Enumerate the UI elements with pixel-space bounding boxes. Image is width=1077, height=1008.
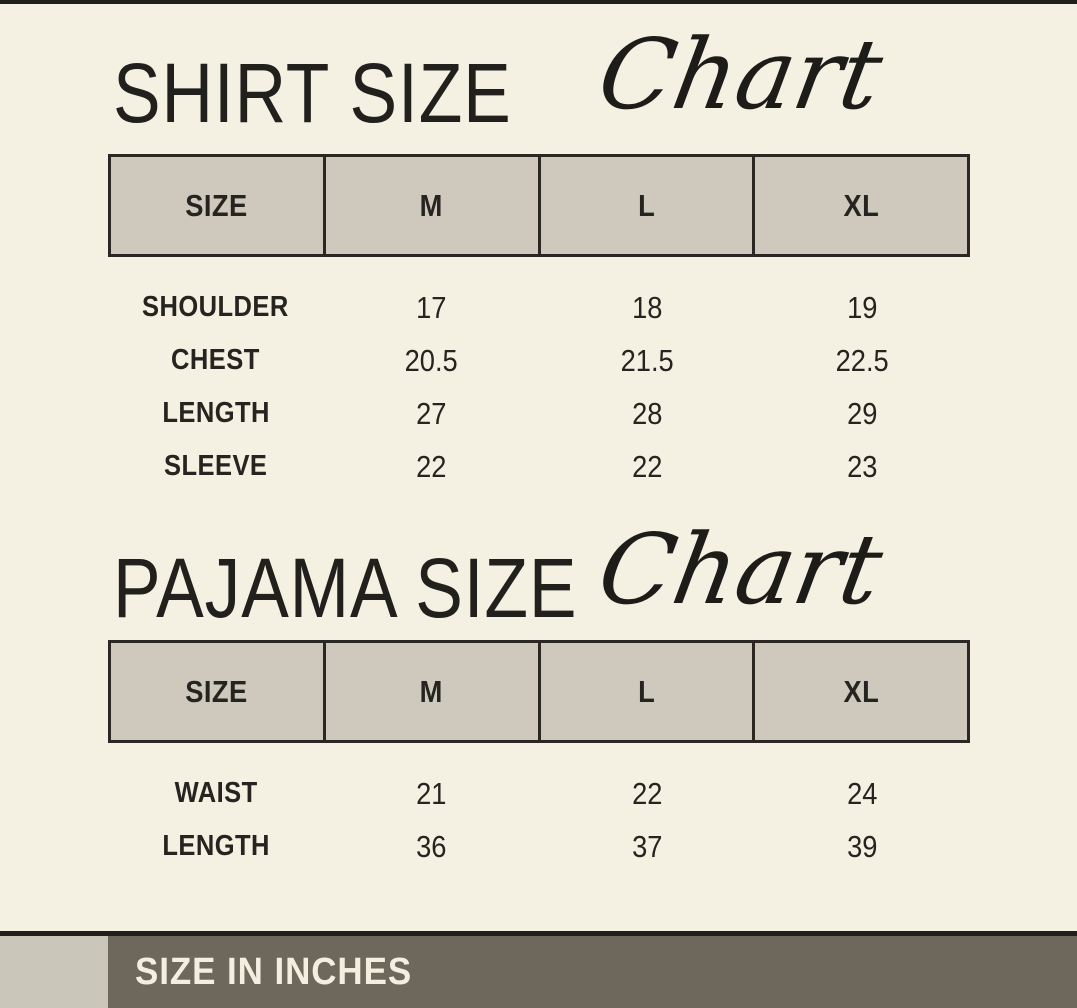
cell-value: 22 (631, 448, 662, 484)
cell-value: 21 (416, 775, 447, 811)
shirt-table-header: SIZE M L XL (108, 154, 970, 257)
pajama-table-body: WAIST 21 22 24 LENGTH 36 37 39 (108, 767, 970, 873)
row-label-chest: CHEST (108, 334, 324, 387)
footer-divider-line (0, 931, 1077, 936)
row-label-text: CHEST (171, 344, 261, 376)
cell-value: 19 (847, 289, 878, 325)
row-label-sleeve: SLEEVE (108, 440, 324, 493)
pajama-header-cell-size: SIZE (111, 643, 326, 740)
cell-value: 37 (631, 828, 662, 864)
length-value-m: 27 (324, 387, 540, 440)
cell-value: 28 (631, 395, 662, 431)
table-row-waist: WAIST 21 22 24 (108, 767, 970, 820)
row-label-length: LENGTH (108, 387, 324, 440)
shoulder-value-xl: 19 (755, 281, 971, 334)
cell-value: 29 (847, 395, 878, 431)
cell-value: 17 (416, 289, 447, 325)
pajama-length-value-xl: 39 (755, 820, 971, 873)
shirt-title-script-word: Chart (590, 18, 891, 131)
pajama-title-script-word: Chart (590, 513, 891, 626)
sleeve-value-l: 22 (539, 440, 755, 493)
footer-bar: SIZE IN INCHES (0, 936, 1077, 1008)
pajama-header-cell-l: L (541, 643, 756, 740)
cell-value: 36 (416, 828, 447, 864)
shirt-header-cell-l: L (541, 157, 756, 254)
length-value-xl: 29 (755, 387, 971, 440)
cell-value: 22 (416, 448, 447, 484)
waist-value-xl: 24 (755, 767, 971, 820)
row-label-shoulder: SHOULDER (108, 281, 324, 334)
row-label-waist: WAIST (108, 767, 324, 820)
row-label-text: LENGTH (161, 830, 270, 862)
shirt-header-cell-xl: XL (755, 157, 967, 254)
waist-value-m: 21 (324, 767, 540, 820)
row-label-pajama-length: LENGTH (108, 820, 324, 873)
shirt-header-xl-label: XL (843, 187, 879, 223)
cell-value: 21.5 (620, 342, 674, 378)
cell-value: 24 (847, 775, 878, 811)
cell-value: 22.5 (835, 342, 889, 378)
cell-value: 22 (631, 775, 662, 811)
length-value-l: 28 (539, 387, 755, 440)
pajama-header-size-label: SIZE (185, 673, 249, 709)
shirt-table-body: SHOULDER 17 18 19 CHEST 20.5 21.5 22.5 L… (108, 281, 970, 493)
pajama-header-cell-xl: XL (755, 643, 967, 740)
shirt-header-cell-size: SIZE (111, 157, 326, 254)
pajama-length-value-l: 37 (539, 820, 755, 873)
shirt-section-title: SHIRT SIZE (113, 46, 512, 140)
pajama-section-title: PAJAMA SIZE (113, 541, 578, 635)
pajama-header-xl-label: XL (843, 673, 879, 709)
cell-value: 18 (631, 289, 662, 325)
chest-value-xl: 22.5 (755, 334, 971, 387)
shirt-header-m-label: M (420, 187, 444, 223)
shirt-header-cell-m: M (326, 157, 541, 254)
row-label-text: LENGTH (161, 397, 270, 429)
row-label-text: SLEEVE (164, 450, 268, 482)
table-row-sleeve: SLEEVE 22 22 23 (108, 440, 970, 493)
chest-value-m: 20.5 (324, 334, 540, 387)
row-label-text: SHOULDER (142, 291, 290, 323)
shoulder-value-m: 17 (324, 281, 540, 334)
cell-value: 20.5 (404, 342, 458, 378)
cell-value: 39 (847, 828, 878, 864)
row-label-text: WAIST (174, 777, 258, 809)
pajama-header-l-label: L (637, 673, 655, 709)
sleeve-value-xl: 23 (755, 440, 971, 493)
cell-value: 23 (847, 448, 878, 484)
waist-value-l: 22 (539, 767, 755, 820)
footer-units-label: SIZE IN INCHES (135, 950, 413, 993)
table-row-shoulder: SHOULDER 17 18 19 (108, 281, 970, 334)
cell-value: 27 (416, 395, 447, 431)
shirt-header-l-label: L (637, 187, 655, 223)
table-row-pajama-length: LENGTH 36 37 39 (108, 820, 970, 873)
pajama-length-value-m: 36 (324, 820, 540, 873)
pajama-header-m-label: M (420, 673, 444, 709)
pajama-table-header: SIZE M L XL (108, 640, 970, 743)
sleeve-value-m: 22 (324, 440, 540, 493)
chest-value-l: 21.5 (539, 334, 755, 387)
table-row-chest: CHEST 20.5 21.5 22.5 (108, 334, 970, 387)
top-border-line (0, 0, 1077, 4)
table-row-length: LENGTH 27 28 29 (108, 387, 970, 440)
shoulder-value-l: 18 (539, 281, 755, 334)
pajama-header-cell-m: M (326, 643, 541, 740)
footer-left-accent-block (0, 936, 108, 1008)
shirt-header-size-label: SIZE (185, 187, 249, 223)
